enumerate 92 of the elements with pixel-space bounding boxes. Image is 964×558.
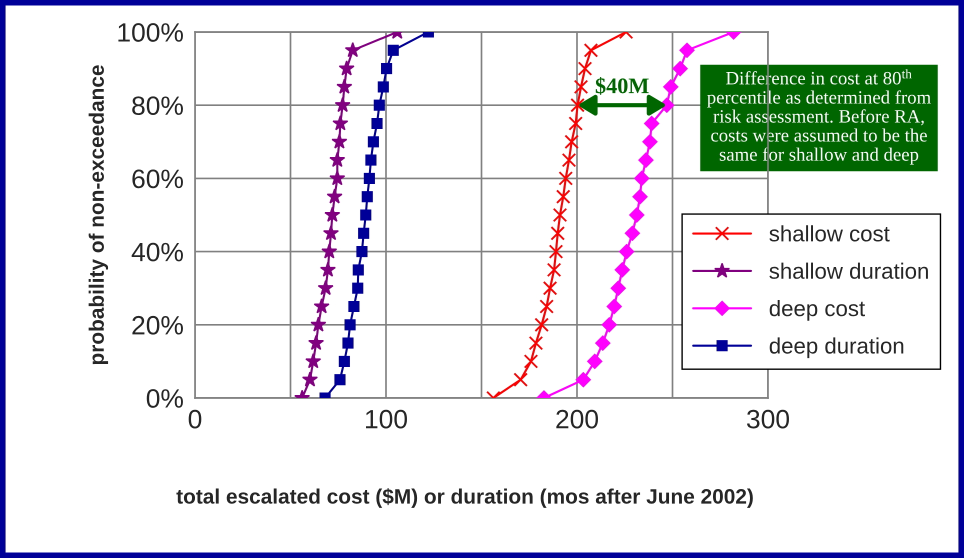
legend-label: deep cost — [770, 300, 865, 321]
y-tick-label: 60% — [132, 170, 183, 188]
y-tick-label: 100% — [118, 23, 183, 42]
point — [329, 170, 346, 186]
point — [556, 190, 570, 204]
point — [614, 262, 630, 278]
point — [320, 262, 336, 277]
point — [634, 170, 650, 186]
point — [638, 152, 654, 168]
point — [595, 336, 610, 351]
y-tick-label: 0% — [146, 389, 183, 408]
x-tick-label: 300 — [746, 410, 789, 428]
point — [574, 80, 588, 94]
point — [338, 60, 355, 76]
point — [338, 356, 350, 367]
point — [326, 188, 343, 204]
x-axis-title: total escalated cost ($M) or duration (mos after June 2002) — [176, 488, 753, 508]
point — [360, 209, 372, 221]
point — [334, 96, 351, 112]
point — [336, 78, 352, 94]
x-tick-label: 0 — [188, 410, 202, 428]
y-tick-label: 80% — [132, 96, 183, 116]
point — [352, 264, 364, 276]
point — [534, 318, 549, 332]
point — [568, 116, 583, 131]
point — [334, 374, 346, 386]
point — [362, 191, 373, 202]
point — [602, 317, 617, 332]
point — [344, 319, 356, 330]
point — [308, 334, 324, 350]
point — [314, 298, 330, 314]
point — [342, 338, 354, 349]
point — [552, 208, 568, 222]
y-tick-label: 20% — [132, 316, 183, 335]
x-tick-label: 100 — [366, 410, 407, 428]
point — [381, 63, 392, 74]
point — [352, 282, 364, 294]
point — [539, 299, 554, 314]
point — [672, 61, 688, 76]
point — [318, 280, 334, 296]
point — [629, 207, 644, 223]
x-tick-label: 200 — [556, 410, 598, 428]
point — [344, 42, 361, 58]
point — [374, 100, 385, 111]
point — [368, 136, 379, 148]
point — [679, 42, 695, 58]
point — [663, 79, 678, 94]
point — [642, 134, 658, 150]
point — [606, 298, 622, 314]
point — [619, 244, 634, 260]
point — [524, 354, 538, 369]
point — [329, 152, 346, 167]
point — [388, 44, 399, 56]
point — [550, 226, 565, 240]
point — [644, 116, 660, 132]
point — [632, 189, 648, 204]
legend-label: deep duration — [770, 337, 904, 358]
point — [365, 154, 376, 166]
point — [578, 61, 592, 76]
y-axis-title: probability of non-exceedance — [88, 65, 108, 364]
point — [548, 244, 564, 259]
point — [323, 224, 339, 240]
point — [331, 133, 348, 149]
point — [570, 98, 585, 112]
point — [610, 280, 626, 296]
point — [364, 172, 375, 184]
point — [562, 152, 576, 168]
point — [564, 134, 579, 149]
point — [558, 171, 573, 186]
point — [514, 372, 528, 387]
y-tick-label: 40% — [132, 242, 183, 262]
point — [302, 371, 318, 387]
legend-label: shallow cost — [769, 225, 890, 242]
point — [587, 354, 602, 369]
point — [321, 243, 338, 258]
point — [542, 281, 558, 296]
point — [324, 206, 340, 222]
point — [348, 300, 360, 312]
point — [332, 115, 348, 130]
point — [371, 118, 383, 130]
point — [310, 316, 326, 332]
point — [305, 353, 322, 368]
point — [528, 336, 544, 350]
point — [584, 43, 598, 58]
annotation: $40M — [596, 77, 649, 95]
point — [624, 226, 640, 241]
point — [358, 228, 370, 239]
point — [356, 246, 368, 258]
point — [576, 372, 591, 388]
point — [378, 81, 389, 92]
legend-label: shallow duration — [769, 262, 928, 279]
point — [546, 262, 562, 278]
